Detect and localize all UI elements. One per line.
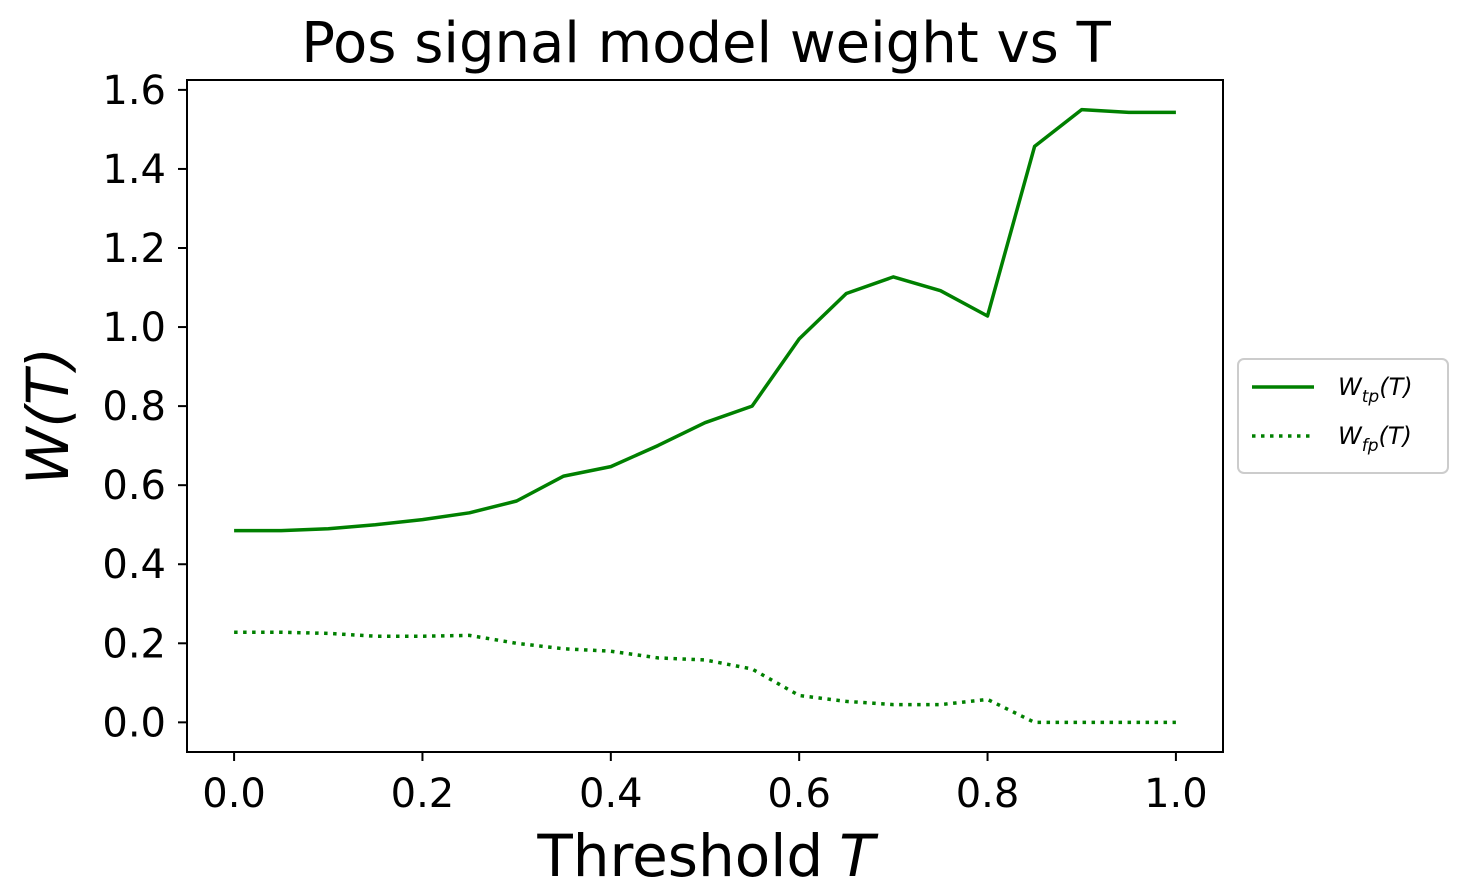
plot-frame xyxy=(186,79,1224,753)
x-axis-label-variable: T xyxy=(839,822,879,890)
x-tick-label: 0.2 xyxy=(391,771,455,817)
y-tick-label: 0.6 xyxy=(102,463,166,509)
y-tick-label: 0.0 xyxy=(102,700,166,746)
series-line-w-fp xyxy=(234,630,1176,725)
legend-entry-w-tp: Wtp(T) xyxy=(1338,373,1413,407)
legend: Wtp(T) Wfp(T) xyxy=(1237,358,1449,474)
legend-entry-w-fp: Wfp(T) xyxy=(1338,422,1412,456)
series-line-w-tp xyxy=(234,107,1176,533)
y-tick-label: 1.4 xyxy=(102,147,166,193)
y-tick-label: 0.4 xyxy=(102,542,166,588)
x-tick-label: 0.0 xyxy=(202,771,266,817)
x-tick-label: 1.0 xyxy=(1144,771,1208,817)
y-tick-label: 0.2 xyxy=(102,621,166,667)
x-axis: 0.0 0.2 0.4 0.6 0.8 1.0 xyxy=(202,752,1208,817)
x-tick-label: 0.8 xyxy=(956,771,1020,817)
y-tick-label: 1.2 xyxy=(102,226,166,272)
series-layer xyxy=(234,107,1176,725)
y-axis-label: W(T) xyxy=(14,347,82,485)
y-axis: 0.0 0.2 0.4 0.6 0.8 1.0 1.2 1.4 1.6 xyxy=(102,68,187,746)
chart-title: Pos signal model weight vs T xyxy=(301,11,1111,76)
x-axis-label-text: Threshold xyxy=(536,822,823,890)
x-axis-label: Threshold T xyxy=(536,822,879,890)
y-tick-label: 1.0 xyxy=(102,305,166,351)
y-tick-label: 1.6 xyxy=(102,68,166,114)
x-tick-label: 0.4 xyxy=(579,771,643,817)
y-tick-label: 0.8 xyxy=(102,384,166,430)
x-tick-label: 0.6 xyxy=(767,771,831,817)
